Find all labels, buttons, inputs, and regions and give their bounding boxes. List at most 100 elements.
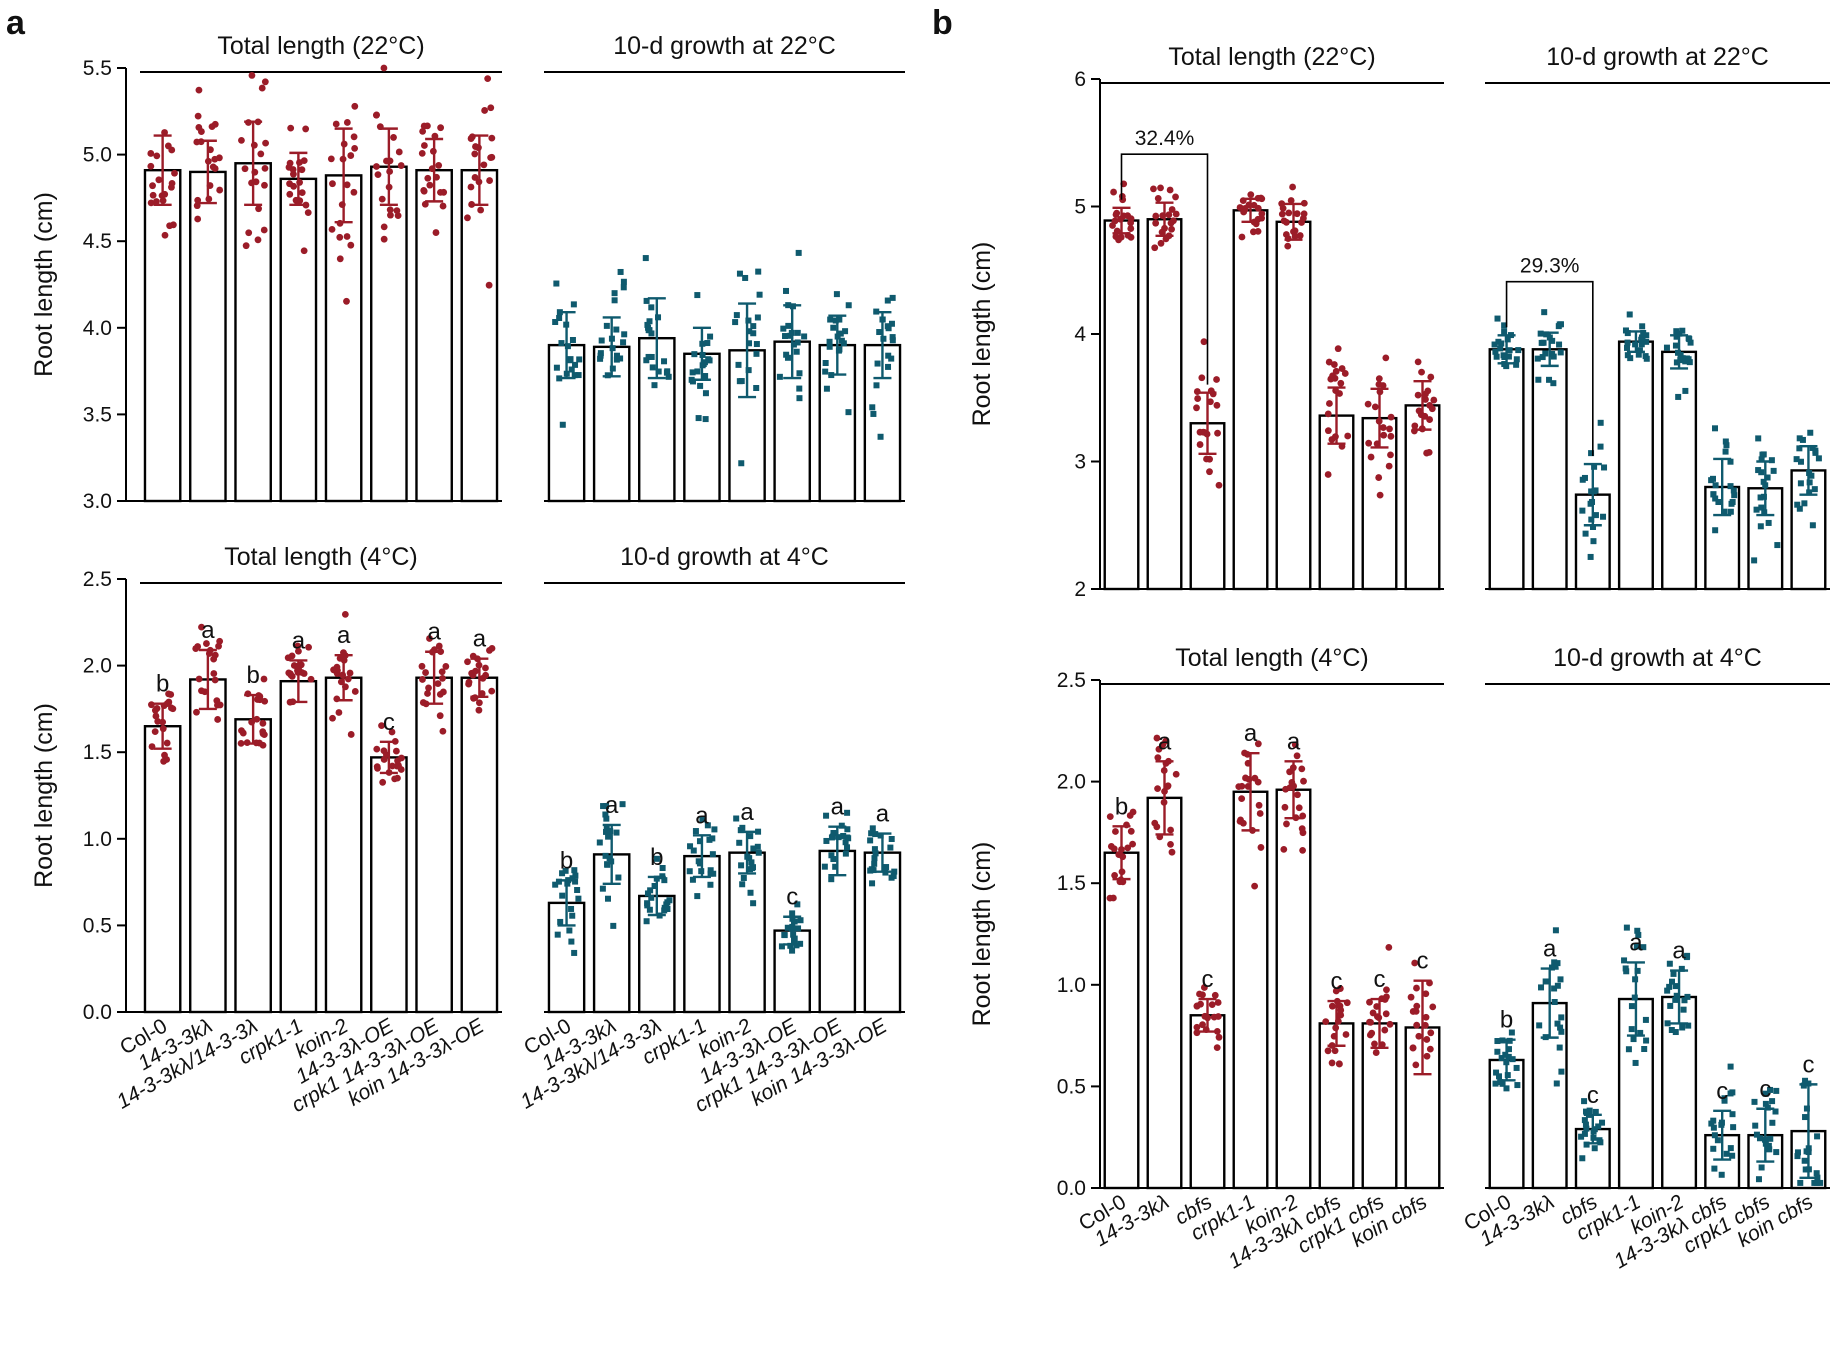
data-point [1289, 183, 1296, 191]
data-point [439, 202, 447, 210]
bar [728, 851, 766, 1014]
data-point [571, 372, 578, 379]
data-point [467, 135, 475, 142]
data-point [242, 242, 250, 250]
data-point [885, 363, 892, 370]
data-point [884, 323, 891, 330]
data-point [374, 171, 382, 179]
data-point [653, 855, 660, 862]
data-point [884, 297, 891, 304]
data-point [475, 706, 483, 714]
data-point [1164, 783, 1171, 790]
data-point [1239, 819, 1247, 827]
data-point [1685, 1022, 1692, 1029]
data-point [436, 712, 444, 720]
data-point [252, 178, 260, 186]
data-point [889, 334, 896, 341]
data-point [256, 696, 264, 704]
data-point [1755, 467, 1762, 474]
data-point [1385, 943, 1393, 951]
data-point [155, 176, 163, 184]
data-point [1643, 1037, 1650, 1044]
data-point [711, 826, 718, 833]
data-point [351, 102, 359, 110]
data-point [260, 226, 268, 234]
data-point [1583, 1141, 1590, 1148]
data-point [1557, 1024, 1564, 1031]
data-point [1250, 228, 1257, 236]
data-point [485, 281, 493, 289]
group-title: 10-d growth at 22°C [1546, 43, 1769, 71]
data-point [307, 675, 315, 683]
data-point [440, 188, 448, 196]
data-point [888, 355, 895, 362]
data-point [1672, 342, 1679, 349]
data-point [290, 662, 298, 669]
data-point [1591, 1145, 1598, 1152]
data-point [1672, 1029, 1679, 1036]
data-point [603, 803, 610, 810]
data-point [1387, 413, 1395, 421]
data-point [1172, 770, 1180, 778]
data-point [697, 382, 704, 389]
data-point [211, 676, 219, 684]
data-point [262, 139, 269, 147]
data-point [488, 134, 496, 142]
data-point [327, 155, 335, 163]
data-point [1328, 1002, 1336, 1010]
data-point [1597, 443, 1604, 450]
data-point [1597, 419, 1604, 426]
data-point [1199, 1021, 1206, 1029]
data-point [1579, 507, 1586, 514]
data-point [1760, 478, 1767, 485]
data-point [392, 747, 400, 755]
data-point [1582, 530, 1589, 537]
y-tick-label: 2.0 [1057, 771, 1086, 794]
data-point [872, 850, 879, 857]
bar [143, 725, 182, 1014]
y-tick-label: 2 [1074, 578, 1086, 601]
data-point [1762, 1100, 1769, 1107]
data-point [1324, 471, 1332, 478]
data-point [1538, 984, 1545, 991]
significance-letter: a [473, 626, 487, 653]
data-point [1554, 960, 1561, 967]
bar [683, 854, 721, 1014]
data-point [1766, 1146, 1773, 1153]
data-point [1166, 186, 1174, 194]
y-tick-label: 0.5 [1057, 1075, 1086, 1098]
data-point [1110, 845, 1118, 853]
data-point [378, 722, 385, 730]
data-point [1623, 924, 1630, 931]
data-point [606, 855, 613, 862]
data-point [782, 333, 789, 340]
data-point [1803, 1105, 1810, 1112]
data-point [1676, 330, 1683, 337]
data-point [285, 669, 293, 677]
data-point [1509, 1056, 1516, 1063]
data-point [1235, 783, 1243, 791]
data-point [488, 153, 496, 161]
data-point [567, 356, 574, 363]
data-point [780, 325, 787, 332]
data-point [1284, 242, 1292, 250]
data-point [373, 763, 381, 771]
data-point [747, 889, 754, 896]
data-point [1426, 416, 1434, 423]
data-point [651, 382, 658, 389]
data-point [1551, 985, 1558, 992]
data-point [1283, 218, 1290, 226]
data-point [647, 887, 654, 894]
data-point [1157, 239, 1165, 247]
data-point [826, 338, 833, 345]
data-point [1550, 380, 1557, 387]
data-point [203, 640, 210, 647]
data-point [619, 801, 626, 808]
data-point [823, 812, 830, 819]
data-point [643, 357, 650, 364]
data-point [797, 917, 804, 924]
data-point [1753, 1131, 1760, 1138]
bar [1488, 348, 1525, 591]
data-point [556, 315, 563, 322]
data-point [1814, 1133, 1821, 1140]
